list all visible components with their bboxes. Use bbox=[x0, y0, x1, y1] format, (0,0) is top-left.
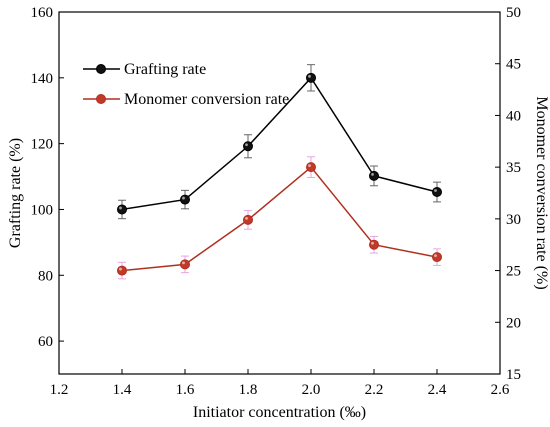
legend: Grafting rate Monomer conversion rate bbox=[83, 61, 289, 108]
left-y-tick-label: 120 bbox=[31, 137, 54, 153]
right-y-tick-label: 25 bbox=[506, 264, 521, 280]
series-monomer-conversion-rate bbox=[117, 156, 442, 280]
x-tick-label: 1.2 bbox=[50, 382, 69, 398]
left-y-tick-label: 100 bbox=[31, 202, 54, 218]
data-point bbox=[117, 204, 127, 215]
data-point bbox=[306, 72, 316, 83]
x-tick-label: 2.2 bbox=[365, 382, 384, 398]
x-tick-label: 2.4 bbox=[428, 382, 447, 398]
right-y-tick-label: 35 bbox=[506, 160, 521, 176]
data-point bbox=[369, 239, 379, 250]
left-y-tick-label: 80 bbox=[38, 268, 53, 284]
left-y-tick-label: 160 bbox=[31, 5, 54, 21]
right-y-axis-title: Monomer conversion rate (%) bbox=[533, 96, 550, 289]
right-y-tick-label: 40 bbox=[506, 108, 521, 124]
data-point bbox=[117, 265, 127, 276]
left-y-tick-label: 60 bbox=[38, 334, 53, 350]
x-tick-label: 2.6 bbox=[491, 382, 510, 398]
left-y-axis-title: Grafting rate (%) bbox=[7, 138, 24, 248]
x-tick-label: 1.4 bbox=[113, 382, 132, 398]
legend-label-monomer-conversion-rate: Monomer conversion rate bbox=[124, 91, 289, 108]
data-point bbox=[432, 252, 442, 263]
x-tick-label: 1.8 bbox=[239, 382, 258, 398]
data-point bbox=[180, 194, 190, 205]
series-line-grafting-rate bbox=[121, 76, 438, 211]
data-point bbox=[180, 259, 190, 270]
data-point bbox=[369, 170, 379, 181]
series-line-monomer-conversion-rate bbox=[121, 166, 438, 272]
data-point bbox=[306, 162, 316, 173]
data-point bbox=[243, 141, 253, 152]
x-tick-label: 2.0 bbox=[302, 382, 321, 398]
plot-frame bbox=[58, 11, 501, 375]
right-y-tick-label: 30 bbox=[506, 212, 521, 228]
right-y-tick-label: 45 bbox=[506, 57, 521, 73]
x-tick-label: 1.6 bbox=[176, 382, 195, 398]
data-point bbox=[432, 187, 442, 198]
right-y-tick-label: 15 bbox=[506, 367, 521, 383]
legend-label-grafting-rate: Grafting rate bbox=[124, 61, 206, 78]
right-y-tick-label: 50 bbox=[506, 5, 521, 21]
legend-marker-monomer-conversion-rate bbox=[96, 94, 106, 104]
x-axis-title: Initiator concentration (‰) bbox=[193, 404, 366, 421]
left-y-tick-label: 140 bbox=[31, 71, 54, 87]
series-grafting-rate bbox=[117, 64, 442, 220]
data-point bbox=[243, 214, 253, 225]
legend-marker-grafting-rate bbox=[96, 64, 106, 74]
right-y-tick-label: 20 bbox=[506, 315, 521, 331]
